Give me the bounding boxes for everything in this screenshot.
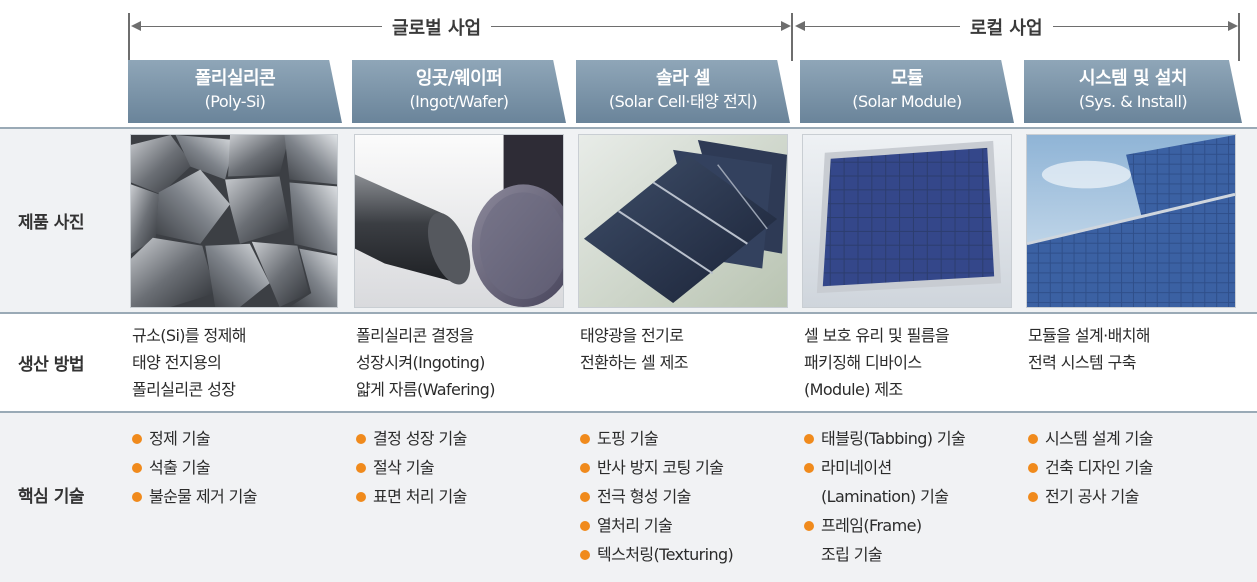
stage-tab-polysilicon: 폴리실리콘 (Poly-Si): [128, 60, 342, 123]
solar-cell-photo: [578, 134, 788, 308]
span-divider-tick: [791, 13, 793, 61]
row-label-photo: 제품 사진: [18, 213, 84, 233]
method-line: 폴리실리콘 성장: [132, 380, 236, 399]
core-tech-item: 결정 성장 기술: [356, 424, 467, 453]
core-tech-item: 건축 디자인 기술: [1028, 453, 1153, 482]
core-tech-item: 정제 기술: [132, 424, 257, 453]
bullet-icon: [580, 463, 590, 473]
arrow-left-icon: [131, 21, 141, 31]
method-line: 셀 보호 유리 및 필름을: [804, 326, 950, 345]
method-line: 규소(Si)를 정제해: [132, 326, 247, 345]
row-divider: [0, 312, 1257, 314]
method-line: 전환하는 셀 제조: [580, 353, 688, 372]
row-divider: [0, 127, 1257, 129]
core-tech-item: 태블링(Tabbing) 기술: [804, 424, 966, 453]
bullet-icon: [1028, 463, 1038, 473]
local-business-label: 로컬 사업: [960, 14, 1053, 40]
core-tech-item: 반사 방지 코팅 기술: [580, 453, 733, 482]
bullet-icon: [132, 434, 142, 444]
bullet-icon: [804, 463, 814, 473]
row-label-method: 생산 방법: [18, 355, 84, 375]
core-tech-item: 표면 처리 기술: [356, 482, 467, 511]
method-row: [0, 312, 1257, 412]
stage-subtitle: (Solar Cell·태양 전지): [608, 92, 758, 111]
method-line: 모듈을 설계·배치해: [1028, 326, 1151, 345]
bullet-icon: [356, 434, 366, 444]
span-start-tick: [128, 13, 130, 61]
core-tech-item: 프레임(Frame) 조립 기술: [804, 511, 965, 569]
bullet-icon: [1028, 434, 1038, 444]
core-tech-item: 전극 형성 기술: [580, 482, 733, 511]
core-polysilicon: 정제 기술 석출 기술 불순물 제거 기술: [132, 424, 257, 511]
polysilicon-photo: [130, 134, 338, 308]
method-system-install: 모듈을 설계·배치해 전력 시스템 구축: [1028, 322, 1151, 376]
bullet-icon: [356, 492, 366, 502]
core-tech-row: [0, 412, 1257, 582]
core-tech-item: 석출 기술: [132, 453, 257, 482]
core-module: 태블링(Tabbing) 기술 라미네이션 (Lamination) 기술 프레임…: [804, 424, 966, 569]
bullet-icon: [804, 434, 814, 444]
bullet-icon: [356, 463, 366, 473]
stage-subtitle: (Solar Module): [852, 92, 962, 111]
method-line: 태양 전지용의: [132, 353, 222, 372]
core-ingot-wafer: 결정 성장 기술 절삭 기술 표면 처리 기술: [356, 424, 467, 511]
core-tech-item: 도핑 기술: [580, 424, 733, 453]
arrow-left-icon: [795, 21, 805, 31]
core-solar-cell: 도핑 기술 반사 방지 코팅 기술 전극 형성 기술 열처리 기술 텍스처링(T…: [580, 424, 734, 569]
row-label-core: 핵심 기술: [18, 487, 84, 507]
core-tech-item: 열처리 기술: [580, 511, 733, 540]
core-tech-item: 불순물 제거 기술: [132, 482, 257, 511]
arrow-right-icon: [1228, 21, 1238, 31]
bullet-icon: [804, 521, 814, 531]
bullet-icon: [580, 521, 590, 531]
method-module: 셀 보호 유리 및 필름을 패키징해 디바이스 (Module) 제조: [804, 322, 950, 403]
core-system-install: 시스템 설계 기술 건축 디자인 기술 전기 공사 기술: [1028, 424, 1153, 511]
core-tech-item: 라미네이션 (Lamination) 기술: [804, 453, 965, 511]
stage-title: 시스템 및 설치: [1079, 68, 1187, 89]
method-line: 태양광을 전기로: [580, 326, 684, 345]
stage-title: 폴리실리콘: [194, 68, 276, 89]
stage-title: 모듈: [890, 68, 924, 89]
core-tech-item: 절삭 기술: [356, 453, 467, 482]
local-business-span: 로컬 사업: [781, 6, 1242, 61]
method-line: 전력 시스템 구축: [1028, 353, 1136, 372]
bullet-icon: [132, 463, 142, 473]
core-tech-item: 시스템 설계 기술: [1028, 424, 1153, 453]
bullet-icon: [132, 492, 142, 502]
stage-tab-ingot-wafer: 잉곳/웨이퍼 (Ingot/Wafer): [352, 60, 566, 123]
stage-tab-module: 모듈 (Solar Module): [800, 60, 1014, 123]
stage-title: 솔라 셀: [656, 68, 710, 89]
stage-tab-system-install: 시스템 및 설치 (Sys. & Install): [1024, 60, 1242, 123]
arrow-right-icon: [781, 21, 791, 31]
stage-title: 잉곳/웨이퍼: [415, 68, 503, 89]
method-polysilicon: 규소(Si)를 정제해 태양 전지용의 폴리실리콘 성장: [132, 322, 247, 403]
method-ingot-wafer: 폴리실리콘 결정을 성장시켜(Ingoting) 얇게 자름(Wafering): [356, 322, 495, 403]
method-line: 폴리실리콘 결정을: [356, 326, 474, 345]
span-end-tick: [1238, 13, 1240, 61]
bullet-icon: [580, 492, 590, 502]
bullet-icon: [580, 550, 590, 560]
method-solar-cell: 태양광을 전기로 전환하는 셀 제조: [580, 322, 688, 376]
bullet-icon: [580, 434, 590, 444]
row-divider: [0, 411, 1257, 413]
stage-tab-solar-cell: 솔라 셀 (Solar Cell·태양 전지): [576, 60, 790, 123]
core-tech-item: 텍스처링(Texturing): [580, 540, 734, 569]
system-install-photo: [1026, 134, 1236, 308]
method-line: (Module) 제조: [804, 380, 903, 399]
bullet-icon: [1028, 492, 1038, 502]
ingot-wafer-photo: [354, 134, 564, 308]
method-line: 성장시켜(Ingoting): [356, 353, 485, 372]
core-tech-item: 전기 공사 기술: [1028, 482, 1153, 511]
stage-subtitle: (Poly-Si): [204, 92, 266, 111]
stage-subtitle: (Ingot/Wafer): [409, 92, 509, 111]
solar-module-photo: [802, 134, 1012, 308]
global-business-span: 글로벌 사업: [128, 6, 792, 61]
global-business-label: 글로벌 사업: [382, 14, 492, 40]
method-line: 얇게 자름(Wafering): [356, 380, 495, 399]
stage-subtitle: (Sys. & Install): [1078, 92, 1188, 111]
method-line: 패키징해 디바이스: [804, 353, 922, 372]
